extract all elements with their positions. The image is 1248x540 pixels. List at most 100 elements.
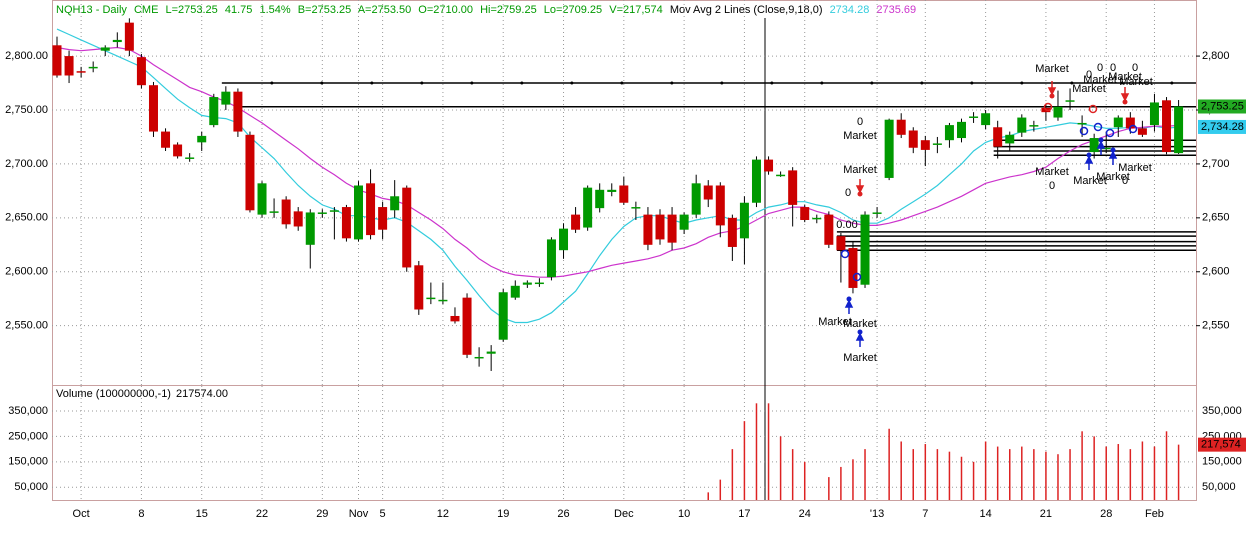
candle-body <box>148 85 158 132</box>
order-marker <box>1079 126 1089 136</box>
volume-last: 217574.00 <box>176 388 228 400</box>
y2-tick-label: 50,000 <box>1202 481 1236 493</box>
ma2: 2735.69 <box>876 4 916 16</box>
arrow-icon <box>1084 155 1094 170</box>
y-tick-label: 2,600.00 <box>5 266 48 278</box>
candle-body <box>1162 100 1172 153</box>
candle-body <box>474 356 484 359</box>
order-marker <box>852 272 862 282</box>
candle-body <box>800 207 810 220</box>
level-dot <box>1170 81 1174 85</box>
candle-body <box>969 116 979 118</box>
candle-body <box>305 212 315 245</box>
x-tick-label: 7 <box>922 508 928 520</box>
y2-tick-label: 2,600 <box>1202 266 1230 278</box>
order-marker <box>840 249 850 259</box>
level-dot <box>370 81 374 85</box>
x-tick-label: 28 <box>1100 508 1112 520</box>
volume-title: Volume (100000000,-1) <box>56 388 171 400</box>
candle-body <box>1089 138 1099 153</box>
order-marker <box>1043 102 1053 112</box>
candle-body <box>1053 106 1063 118</box>
arrow-icon <box>1049 93 1055 99</box>
open: O=2710.00 <box>418 4 473 16</box>
x-tick-label: 29 <box>316 508 328 520</box>
x-tick-label: 10 <box>678 508 690 520</box>
candle-body <box>378 207 388 230</box>
candle-body <box>233 91 243 132</box>
annotation: Market <box>1073 175 1107 187</box>
candle-body <box>209 97 219 126</box>
x-tick-label: 19 <box>497 508 509 520</box>
bid: B=2753.25 <box>298 4 352 16</box>
candle-body <box>100 47 110 51</box>
level-dot <box>720 81 724 85</box>
x-tick-label: 17 <box>738 508 750 520</box>
x-tick-label: 12 <box>437 508 449 520</box>
candle-body <box>812 217 822 220</box>
candle-body <box>655 214 665 240</box>
candle-body <box>860 214 870 285</box>
y-tick-label: 50,000 <box>14 481 48 493</box>
y-tick-label: 250,000 <box>8 430 48 442</box>
x-tick-label: Oct <box>73 508 90 520</box>
candle-body <box>293 211 303 227</box>
y-tick-label: 2,700.00 <box>5 158 48 170</box>
last: L=2753.25 <box>165 4 217 16</box>
annotation: 0 <box>1132 62 1138 74</box>
annotation: Market <box>1035 63 1069 75</box>
level-dot <box>470 81 474 85</box>
annotation: Market <box>843 130 877 142</box>
level-dot <box>870 81 874 85</box>
candle-body <box>908 130 918 148</box>
candle-body <box>510 285 520 298</box>
candle-body <box>112 39 122 43</box>
candle-body <box>1137 128 1147 135</box>
arrow-icon <box>1122 99 1128 105</box>
candle-body <box>341 207 351 239</box>
order-marker <box>1088 104 1098 114</box>
candle-body <box>691 183 701 215</box>
candle-body <box>522 282 532 285</box>
x-tick-label: '13 <box>870 508 884 520</box>
candle-body <box>438 299 448 302</box>
candle-body <box>751 159 761 203</box>
x-tick-label: 24 <box>799 508 811 520</box>
annotation: 0 <box>845 187 851 199</box>
candle-body <box>788 170 798 205</box>
x-tick-label: 26 <box>557 508 569 520</box>
low: Lo=2709.25 <box>544 4 602 16</box>
level-dot <box>420 81 424 85</box>
candle-body <box>715 185 725 226</box>
annotation: Market <box>1072 83 1106 95</box>
candle-body <box>1174 106 1184 154</box>
annotation: Market <box>1083 74 1117 86</box>
candle-body <box>703 185 713 200</box>
order-marker <box>1105 128 1115 138</box>
candle-body <box>546 239 556 278</box>
candle-body <box>185 157 195 159</box>
candle-body <box>884 119 894 178</box>
level-dot <box>770 81 774 85</box>
candle-body <box>52 45 62 76</box>
arrow-icon <box>855 179 865 194</box>
annotation: 0 <box>1122 175 1128 187</box>
candle-body <box>76 71 86 73</box>
level-dot <box>570 81 574 85</box>
moving-average <box>56 46 1179 278</box>
annotation: Market <box>843 318 877 330</box>
candle-body <box>727 217 737 247</box>
candle-body <box>329 210 339 212</box>
annotation: Market <box>1108 71 1142 83</box>
candle-body <box>932 143 942 145</box>
x-tick-label: 14 <box>979 508 991 520</box>
order-marker <box>1093 122 1103 132</box>
annotation: Market <box>1119 76 1153 88</box>
candle-body <box>981 113 991 126</box>
candle-body <box>269 211 279 213</box>
arrow-icon <box>1108 150 1118 165</box>
volume-badge-label: 217,574 <box>1201 439 1241 451</box>
candle-body <box>896 119 906 135</box>
annotation: 0 <box>857 116 863 128</box>
arrow-icon <box>844 299 854 314</box>
